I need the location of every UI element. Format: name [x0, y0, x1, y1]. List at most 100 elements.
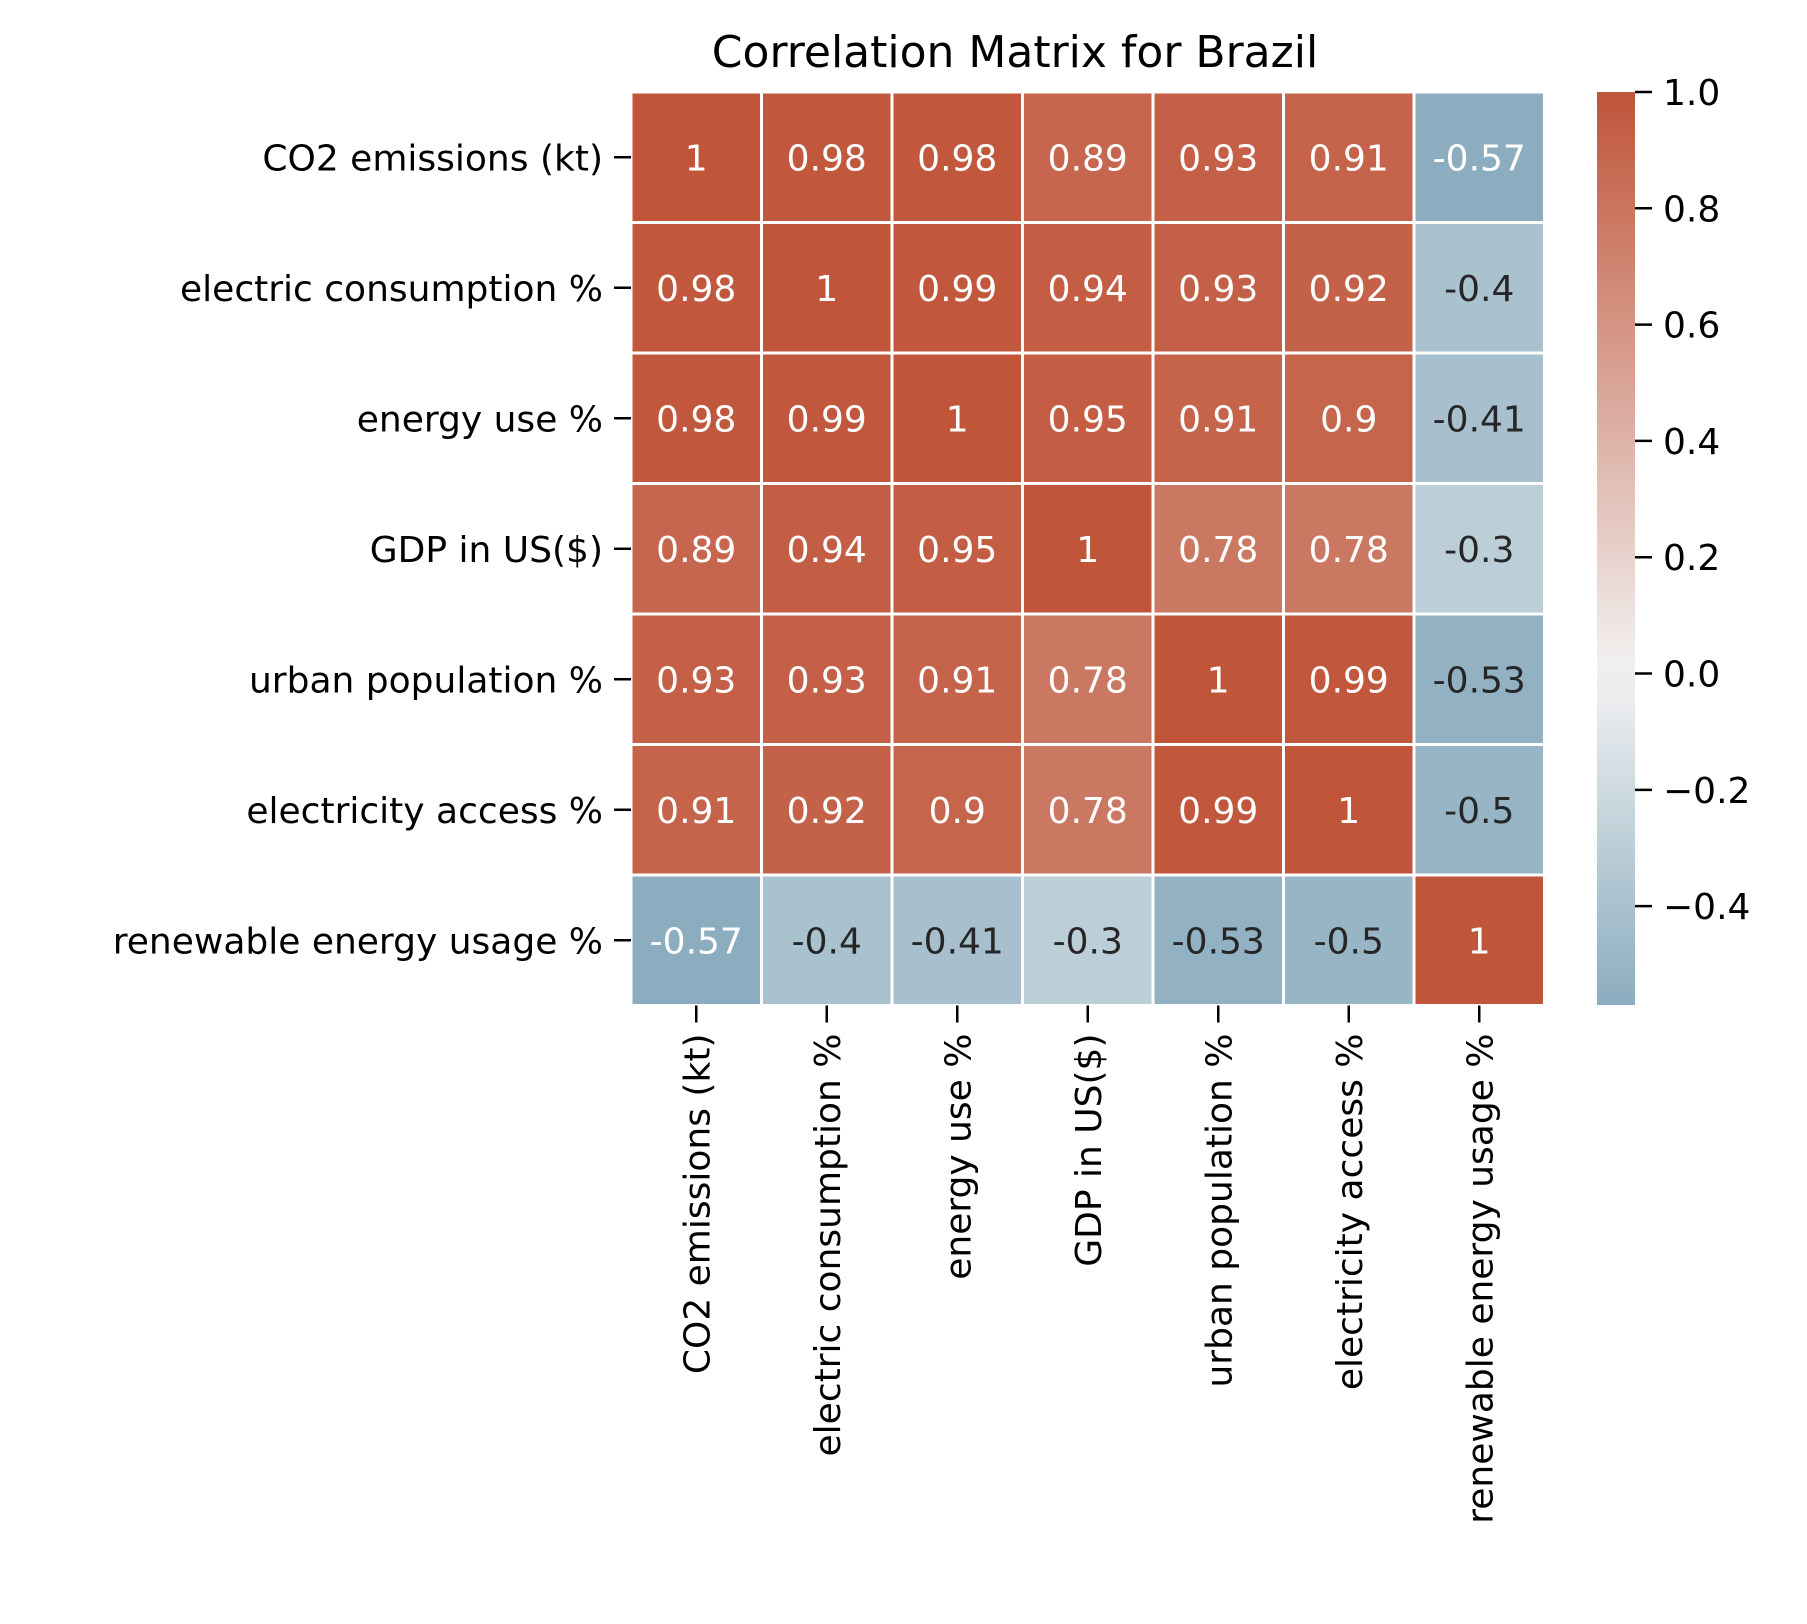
colorbar: 1.0 0.8 0.6 0.4 0.2 0.0 −0.2 −0.4 [1597, 73, 1750, 1005]
y-axis: CO2 emissions (kt) electric consumption %… [113, 138, 631, 962]
cell-value-label: 0.95 [917, 530, 997, 571]
heatmap-cell [1412, 482, 1546, 616]
x-tick-label: urban population % [1199, 1034, 1240, 1388]
cell-value-label: 0.99 [917, 269, 997, 310]
heatmap-cell [1021, 351, 1155, 485]
cell-value-label: 0.94 [787, 530, 867, 571]
cell-value-label: 0.91 [917, 660, 997, 701]
heatmap-cell [1282, 873, 1416, 1007]
heatmap-cells: 1 0.98 0.98 0.89 0.93 0.91 -0.570.98 1 0.99 0.94 0… [629, 90, 1546, 1007]
x-tick-label: renewable energy usage % [1460, 1034, 1501, 1524]
cell-value-label: 0.93 [656, 660, 736, 701]
cell-value-label: 0.78 [1178, 530, 1258, 571]
heatmap-cell [629, 612, 763, 746]
cell-value-label: 0.93 [1178, 269, 1258, 310]
cell-value-label: -0.41 [1433, 399, 1526, 440]
heatmap-cell [629, 743, 763, 877]
y-tick-label: urban population % [249, 660, 603, 701]
heatmap-cell [1282, 482, 1416, 616]
colorbar-tick-label: 0.8 [1663, 189, 1720, 230]
heatmap-cell [1151, 221, 1285, 355]
cell-value-label: 1 [1468, 921, 1491, 962]
cell-value-label: 0.78 [1048, 791, 1128, 832]
y-tick-label: electricity access % [246, 791, 603, 832]
cell-value-label: 0.98 [787, 138, 867, 179]
heatmap-cell [629, 873, 763, 1007]
heatmap-cell [1412, 351, 1546, 485]
colorbar-tick-label: 0.0 [1663, 655, 1720, 696]
cell-value-label: 0.93 [1178, 138, 1258, 179]
colorbar-gradient [1597, 92, 1635, 1005]
y-tick-label: energy use % [357, 399, 603, 440]
heatmap-cell [1282, 90, 1416, 224]
x-tick-label: CO2 emissions (kt) [677, 1034, 718, 1375]
cell-value-label: -0.5 [1444, 791, 1514, 832]
y-tick-label: CO2 emissions (kt) [262, 138, 603, 179]
colorbar-tick-label: 0.4 [1663, 422, 1720, 463]
heatmap-cell [1151, 873, 1285, 1007]
cell-value-label: 0.9 [929, 791, 986, 832]
cell-value-label: -0.3 [1053, 921, 1123, 962]
cell-value-label: 0.95 [1048, 399, 1128, 440]
cell-value-label: -0.4 [1444, 269, 1514, 310]
cell-value-label: 0.89 [656, 530, 736, 571]
cell-value-label: 1 [1337, 791, 1360, 832]
heatmap-cell [1021, 873, 1155, 1007]
heatmap-cell [1021, 743, 1155, 877]
heatmap-cell [890, 612, 1024, 746]
heatmap-cell [760, 482, 894, 616]
y-tick-label: GDP in US($) [370, 530, 603, 571]
cell-value-label: 0.99 [787, 399, 867, 440]
cell-value-label: 0.99 [1309, 660, 1389, 701]
heatmap-cell [1151, 351, 1285, 485]
cell-value-label: -0.53 [1172, 921, 1265, 962]
cell-value-label: 0.78 [1309, 530, 1389, 571]
cell-value-label: 0.89 [1048, 138, 1128, 179]
heatmap-cell [890, 873, 1024, 1007]
chart-title: Correlation Matrix for Brazil [712, 27, 1318, 78]
heatmap-cell [1412, 873, 1546, 1007]
cell-value-label: 0.91 [656, 791, 736, 832]
heatmap-cell [760, 351, 894, 485]
heatmap-cell [760, 90, 894, 224]
x-axis: CO2 emissions (kt) electric consumption %… [677, 1005, 1501, 1524]
cell-value-label: 1 [1076, 530, 1099, 571]
heatmap-cell [1412, 221, 1546, 355]
x-tick-label: electricity access % [1330, 1034, 1371, 1391]
heatmap-cell [1282, 351, 1416, 485]
heatmap-cell [629, 90, 763, 224]
heatmap-cell [890, 221, 1024, 355]
x-tick-label: GDP in US($) [1069, 1034, 1110, 1267]
heatmap-cell [629, 482, 763, 616]
colorbar-tick-label: −0.2 [1663, 771, 1750, 812]
heatmap-cell [1151, 743, 1285, 877]
cell-value-label: -0.3 [1444, 530, 1514, 571]
cell-value-label: -0.4 [792, 921, 862, 962]
cell-value-label: 0.91 [1178, 399, 1258, 440]
heatmap-cell [760, 743, 894, 877]
cell-value-label: 0.99 [1178, 791, 1258, 832]
cell-value-label: 0.9 [1320, 399, 1377, 440]
cell-value-label: 0.92 [787, 791, 867, 832]
cell-value-label: -0.57 [650, 921, 743, 962]
y-tick-label: renewable energy usage % [113, 921, 603, 962]
cell-value-label: 0.93 [787, 660, 867, 701]
cell-value-label: 0.78 [1048, 660, 1128, 701]
colorbar-tick-label: 0.2 [1663, 538, 1720, 579]
cell-value-label: 0.94 [1048, 269, 1128, 310]
cell-value-label: 0.98 [656, 399, 736, 440]
cell-value-label: 1 [685, 138, 708, 179]
heatmap-cell [890, 351, 1024, 485]
cell-value-label: 0.91 [1309, 138, 1389, 179]
cell-value-label: 1 [1207, 660, 1230, 701]
cell-value-label: -0.5 [1314, 921, 1384, 962]
cell-value-label: 0.92 [1309, 269, 1389, 310]
x-tick-label: energy use % [938, 1034, 979, 1280]
colorbar-tick-label: 1.0 [1663, 73, 1720, 114]
cell-value-label: 0.98 [656, 269, 736, 310]
x-tick-label: electric consumption % [808, 1034, 849, 1457]
cell-value-label: 1 [815, 269, 838, 310]
cell-value-label: -0.41 [911, 921, 1004, 962]
